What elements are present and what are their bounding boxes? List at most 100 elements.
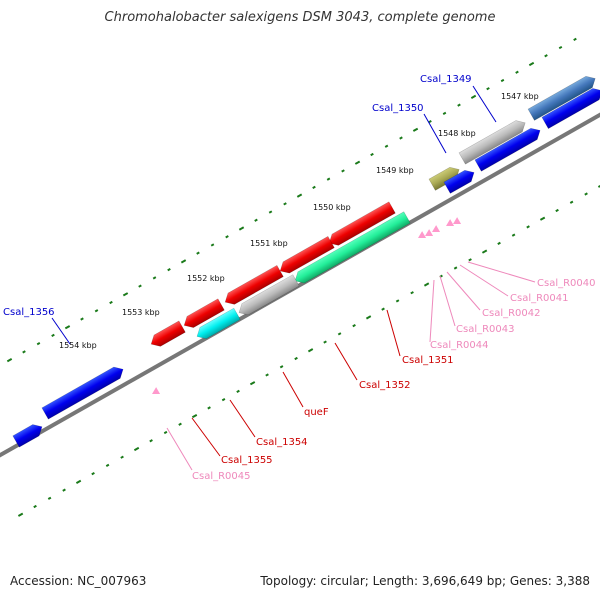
- scale-tick: [22, 350, 26, 354]
- scale-tick: [47, 496, 52, 500]
- scale-tick: [365, 315, 372, 320]
- feature-csal-1349: [541, 88, 600, 129]
- feature-arrow: [183, 298, 225, 328]
- feature-quef-red: [224, 264, 284, 305]
- scale-tick: [481, 249, 488, 254]
- gene-label-csal-r0044: Csal_R0044: [430, 340, 489, 351]
- feature-arrow: [150, 320, 186, 347]
- scale-label: 1550 kbp: [313, 203, 351, 212]
- scale-tick: [526, 225, 530, 229]
- leader-line: [166, 427, 193, 471]
- scale-tick: [453, 266, 458, 270]
- gene-label-csal-r0041: Csal_R0041: [510, 293, 569, 304]
- scale-tick: [51, 333, 55, 338]
- scale-tick: [326, 177, 331, 181]
- scale-tick: [105, 463, 110, 468]
- gene-label-csal-1351: Csal_1351: [402, 355, 454, 366]
- feature-csal-1356: [41, 366, 124, 420]
- rna-feature: [446, 219, 455, 227]
- scale-tick: [539, 216, 546, 221]
- scale-tick: [191, 413, 198, 419]
- gene-label-csal-1354: Csal_1354: [256, 437, 308, 448]
- scale-tick: [6, 357, 13, 363]
- scale-tick: [138, 284, 142, 288]
- feature-arrow: [541, 88, 600, 129]
- feature-arrow: [474, 127, 541, 172]
- accession-text: Accession: NC_007963: [10, 574, 147, 588]
- leader-line: [472, 85, 497, 123]
- leader-line: [467, 261, 536, 283]
- map-title: Chromohalobacter salexigens DSM 3043, co…: [104, 10, 496, 25]
- feature-csal-1352: [294, 211, 411, 284]
- feature-arrow: [428, 166, 460, 191]
- leader-line: [429, 279, 435, 343]
- rna-arrow: [446, 219, 455, 227]
- feature-blue-left: [12, 424, 43, 448]
- feature-arrow: [196, 307, 241, 339]
- scale-label: 1554 kbp: [59, 341, 97, 350]
- scale-tick: [149, 439, 153, 443]
- inner-scale-ticks: [17, 184, 600, 517]
- feature-csal-1349-steel: [527, 75, 596, 121]
- feature-csal-1354-red: [183, 298, 225, 328]
- features-layer: [12, 75, 600, 448]
- scale-label: 1549 kbp: [376, 166, 414, 175]
- feature-arrow: [294, 211, 411, 284]
- rna-feature: [418, 231, 427, 239]
- scale-tick: [544, 54, 548, 58]
- scale-tick: [370, 152, 374, 157]
- scale-tick: [500, 78, 505, 83]
- scale-tick: [283, 202, 287, 206]
- scale-tick: [120, 455, 124, 459]
- rna-feature: [152, 387, 161, 395]
- scale-tick: [152, 276, 157, 280]
- scale-tick: [573, 37, 577, 41]
- gene-label-csal-r0043: Csal_R0043: [456, 324, 515, 335]
- scale-tick: [207, 406, 211, 410]
- scale-tick: [341, 169, 345, 173]
- feature-arrow: [12, 424, 43, 448]
- scale-tick: [180, 259, 187, 264]
- feature-arrow: [458, 120, 526, 165]
- scale-tick: [511, 233, 516, 237]
- scale-tick: [486, 87, 490, 91]
- scale-label: 1552 kbp: [187, 274, 225, 283]
- rna-feature: [432, 225, 441, 233]
- feature-olive: [428, 166, 460, 191]
- gene-label-csal-r0045: Csal_R0045: [192, 471, 251, 482]
- scale-tick: [80, 317, 84, 321]
- scale-tick: [210, 243, 215, 247]
- scale-tick: [75, 479, 82, 484]
- scale-tick: [410, 291, 414, 295]
- scale-tick: [268, 210, 273, 214]
- leader-line: [446, 271, 481, 311]
- scale-label: 1551 kbp: [250, 239, 288, 248]
- scale-tick: [62, 488, 66, 492]
- scale-tick: [33, 504, 37, 509]
- rna-feature: [453, 217, 462, 225]
- scale-tick: [238, 226, 245, 231]
- scale-tick: [412, 127, 419, 132]
- leader-line: [386, 309, 401, 357]
- leader-line: [439, 275, 456, 327]
- feature-gray-upper: [458, 120, 526, 165]
- genome-summary-text: Topology: circular; Length: 3,696,649 bp…: [260, 574, 590, 588]
- feature-csal-1350: [474, 127, 541, 172]
- rna-arrow: [152, 387, 161, 395]
- scale-tick: [265, 373, 269, 377]
- scale-tick: [597, 184, 600, 188]
- scale-label: 1547 kbp: [501, 92, 539, 101]
- leader-line: [282, 371, 304, 408]
- leader-line: [334, 342, 358, 381]
- scale-tick: [470, 94, 477, 100]
- scale-tick: [296, 193, 303, 198]
- scale-tick: [457, 103, 461, 107]
- leader-line: [51, 317, 71, 345]
- gene-labels: Csal_1349 Csal_1350 Csal_1356 Csal_1351 …: [3, 74, 596, 482]
- gene-label-csal-1356: Csal_1356: [3, 307, 55, 318]
- scale-tick: [163, 430, 168, 435]
- leader-lines: [51, 85, 536, 471]
- scale-tick: [294, 356, 298, 361]
- outer-scale-ticks: [6, 37, 577, 363]
